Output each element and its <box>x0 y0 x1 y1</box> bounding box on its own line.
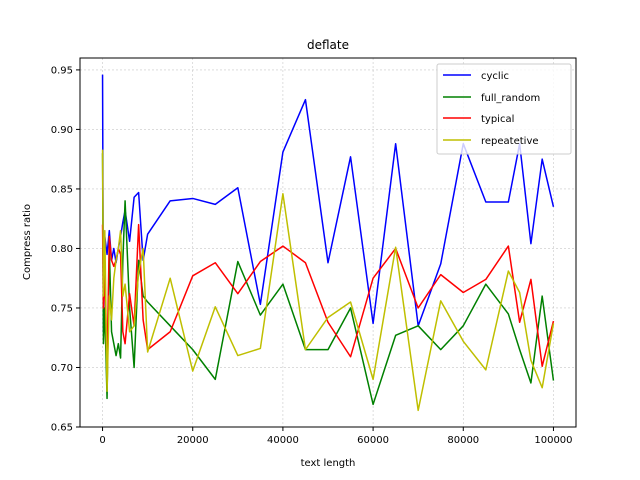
y-tick-label: 0.70 <box>51 363 73 374</box>
x-tick-label: 40000 <box>267 435 299 446</box>
x-tick-label: 80000 <box>447 435 479 446</box>
y-axis-ticks: 0.65 0.70 0.75 0.80 0.85 0.90 0.95 <box>51 65 80 434</box>
legend-box <box>436 63 572 155</box>
legend-label-repeatetive: repeatetive <box>481 136 539 147</box>
x-tick-label: 100000 <box>534 435 572 446</box>
legend-label-typical: typical <box>481 114 514 125</box>
y-axis-label: Compress ratio <box>22 204 33 280</box>
legend-label-cyclic: cyclic <box>481 71 509 82</box>
series-line-repeatetive <box>101 149 555 412</box>
legend-label-full-random: full_random <box>481 93 540 104</box>
x-axis-ticks: 0 20000 40000 60000 80000 100000 <box>99 427 573 446</box>
x-axis-label: text length <box>301 458 356 469</box>
y-tick-label: 0.75 <box>51 303 73 314</box>
plot-area-frame <box>79 57 577 428</box>
chart-title: deflate <box>307 38 349 52</box>
series-line-typical <box>101 223 555 369</box>
series-line-full-random <box>101 153 555 406</box>
y-tick-label: 0.90 <box>51 125 73 136</box>
grid-layer <box>80 58 576 428</box>
x-tick-label: 0 <box>99 435 105 446</box>
x-tick-label: 60000 <box>357 435 389 446</box>
y-tick-label: 0.80 <box>51 244 73 255</box>
legend: cyclic full_random typical repeatetive <box>436 63 572 155</box>
y-tick-label: 0.95 <box>51 65 73 76</box>
y-tick-label: 0.65 <box>51 423 73 434</box>
y-tick-label: 0.85 <box>51 184 73 195</box>
x-tick-label: 20000 <box>177 435 209 446</box>
